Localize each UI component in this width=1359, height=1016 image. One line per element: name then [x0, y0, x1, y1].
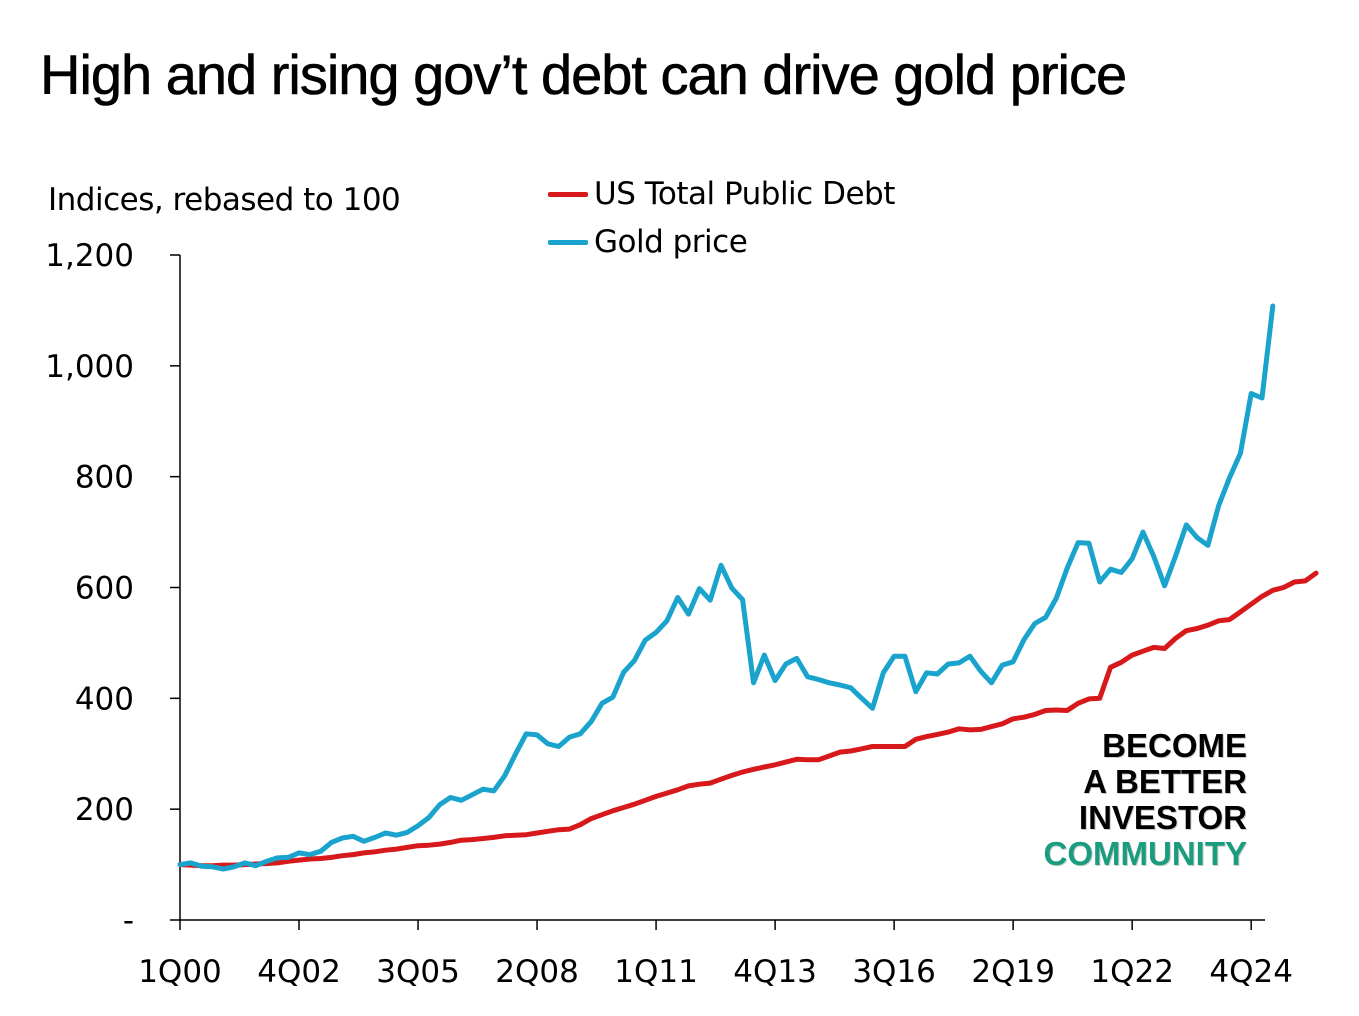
- y-tick-label: 800: [75, 460, 134, 496]
- legend: US Total Public Debt Gold price: [548, 170, 895, 266]
- x-tick-label: 3Q05: [376, 954, 460, 990]
- y-tick-label: 200: [75, 792, 134, 828]
- chart-title: High and rising gov’t debt can drive gol…: [40, 43, 1128, 107]
- x-tick-label: 4Q02: [257, 954, 341, 990]
- x-tick-label: 1Q22: [1090, 954, 1174, 990]
- y-tick-label: 1,200: [45, 238, 134, 274]
- y-tick-label: 400: [75, 681, 134, 717]
- legend-label-debt: US Total Public Debt: [594, 176, 895, 212]
- x-tick-label: 2Q08: [495, 954, 579, 990]
- debt-series-line: [177, 570, 1319, 869]
- y-tick-label: -: [123, 903, 134, 939]
- gold-series-line: [177, 303, 1276, 872]
- y-tick-label: 1,000: [45, 349, 134, 385]
- x-tick-label: 1Q11: [614, 954, 698, 990]
- legend-swatch-gold: [548, 239, 588, 245]
- legend-item-gold: Gold price: [548, 218, 895, 266]
- x-tick-label: 2Q19: [971, 954, 1055, 990]
- watermark-line-2: A BETTER: [1083, 763, 1247, 800]
- watermark-line-1: BECOME: [1102, 727, 1247, 764]
- x-tick-label: 4Q24: [1209, 954, 1293, 990]
- x-tick-label: 1Q00: [138, 954, 222, 990]
- legend-item-debt: US Total Public Debt: [548, 170, 895, 218]
- y-axis-label: Indices, rebased to 100: [48, 182, 401, 218]
- watermark-line-3: INVESTOR: [1078, 799, 1247, 836]
- legend-swatch-debt: [548, 191, 588, 197]
- watermark-line-accent: COMMUNITY: [1043, 835, 1247, 872]
- legend-label-gold: Gold price: [594, 224, 748, 260]
- community-watermark: BECOME A BETTER INVESTOR COMMUNITY: [1044, 728, 1247, 872]
- y-tick-label: 600: [75, 571, 134, 607]
- x-tick-label: 4Q13: [733, 954, 817, 990]
- x-tick-label: 3Q16: [852, 954, 936, 990]
